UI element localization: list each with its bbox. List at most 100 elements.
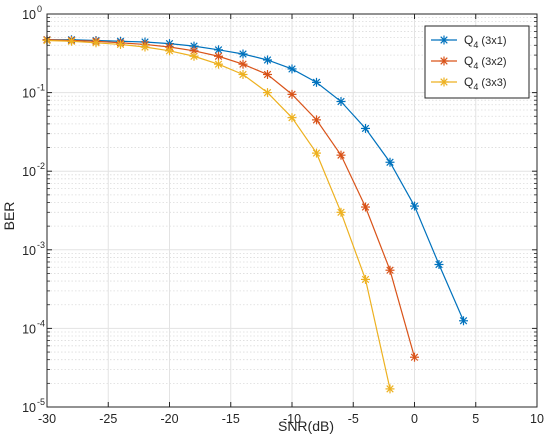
x-tick-label: -25 [99,412,117,426]
legend-marker [439,35,449,45]
y-tick-exponent: -4 [37,318,45,328]
data-point [410,352,419,362]
marker-stroke [312,116,321,124]
marker-stroke [263,88,272,97]
marker-stroke [214,46,223,54]
marker-stroke [386,158,394,166]
y-tick-exponent: -5 [37,397,45,407]
marker-stroke [214,52,223,60]
y-tick-exponent: -3 [37,240,45,250]
legend-marker [439,77,449,87]
data-point [312,77,321,87]
marker-stroke [435,260,443,269]
marker-stroke [165,47,174,55]
data-point [140,42,150,52]
data-point [312,148,321,158]
data-point [116,39,125,49]
x-tick-label: -10 [283,412,301,426]
data-point [165,46,174,56]
data-point [361,274,370,284]
y-tick-exponent: -2 [37,161,45,171]
marker-stroke [312,149,321,157]
data-point [214,45,223,55]
data-point [385,265,395,275]
data-point [336,97,346,107]
data-point [214,51,223,61]
data-point [238,59,248,69]
marker-stroke [239,60,247,68]
marker-stroke [410,353,419,361]
data-point [287,113,297,123]
marker-stroke [214,60,223,68]
data-point [287,64,297,74]
data-point [189,51,199,61]
data-point [91,38,101,48]
x-tick-label: 5 [472,412,479,426]
data-point [312,115,321,125]
x-axis-label: SNR(dB) [278,418,334,434]
marker-stroke [288,113,296,122]
legend-label: Q4 (3x3) [464,75,506,92]
y-tick-label: 10 [22,244,36,258]
marker-stroke [410,202,419,210]
y-tick-exponent: 0 [37,4,42,14]
x-tick-label: -5 [348,412,359,426]
marker-stroke [67,37,76,45]
x-tick-label: -20 [160,412,178,426]
marker-stroke [312,78,321,87]
data-point [287,89,297,99]
marker-stroke [440,78,448,86]
data-point [238,49,248,59]
legend: Q4 (3x1) Q4 (3x2) Q4 (3x3) [424,25,530,99]
marker-stroke [263,56,272,64]
series-3 [42,36,395,394]
data-point [214,59,223,69]
legend-marker [439,56,449,66]
marker-stroke [288,90,296,99]
data-point [238,69,248,79]
marker-stroke [386,385,394,393]
marker-stroke [239,50,247,58]
y-tick-label: 10 [22,401,36,415]
marker-stroke [239,70,247,79]
legend-entry: Q4 (3x1) [431,33,506,50]
y-tick-label: 10 [22,322,36,336]
x-tick-label: -15 [222,412,240,426]
data-point [336,150,346,160]
y-axis-label: BER [1,202,17,231]
data-point [263,55,272,65]
marker-stroke [459,317,468,325]
data-point [361,202,370,212]
marker-stroke [361,275,370,284]
legend-entry: Q4 (3x2) [431,54,506,71]
marker-stroke [386,266,394,274]
data-point [361,123,370,133]
data-point [263,69,272,79]
marker-stroke [440,57,448,65]
marker-stroke [337,97,345,106]
y-tick-label: 10 [22,87,36,101]
y-tick-label: 10 [22,8,36,22]
data-point [385,157,395,167]
marker-stroke [92,39,100,47]
data-point [67,36,76,46]
data-point [385,384,395,394]
data-point [263,88,272,98]
marker-stroke [361,124,370,133]
x-tick-label: -30 [38,412,56,426]
data-point [434,260,444,270]
data-point [459,316,468,326]
x-tick-label: 10 [530,412,544,426]
marker-stroke [337,151,345,159]
legend-label: Q4 (3x1) [464,33,506,50]
marker-stroke [288,65,296,73]
x-tick-label: 0 [411,412,418,426]
marker-stroke [116,40,125,49]
marker-stroke [190,47,198,55]
marker-stroke [141,43,149,51]
series-line [46,39,416,358]
marker-stroke [337,208,345,217]
